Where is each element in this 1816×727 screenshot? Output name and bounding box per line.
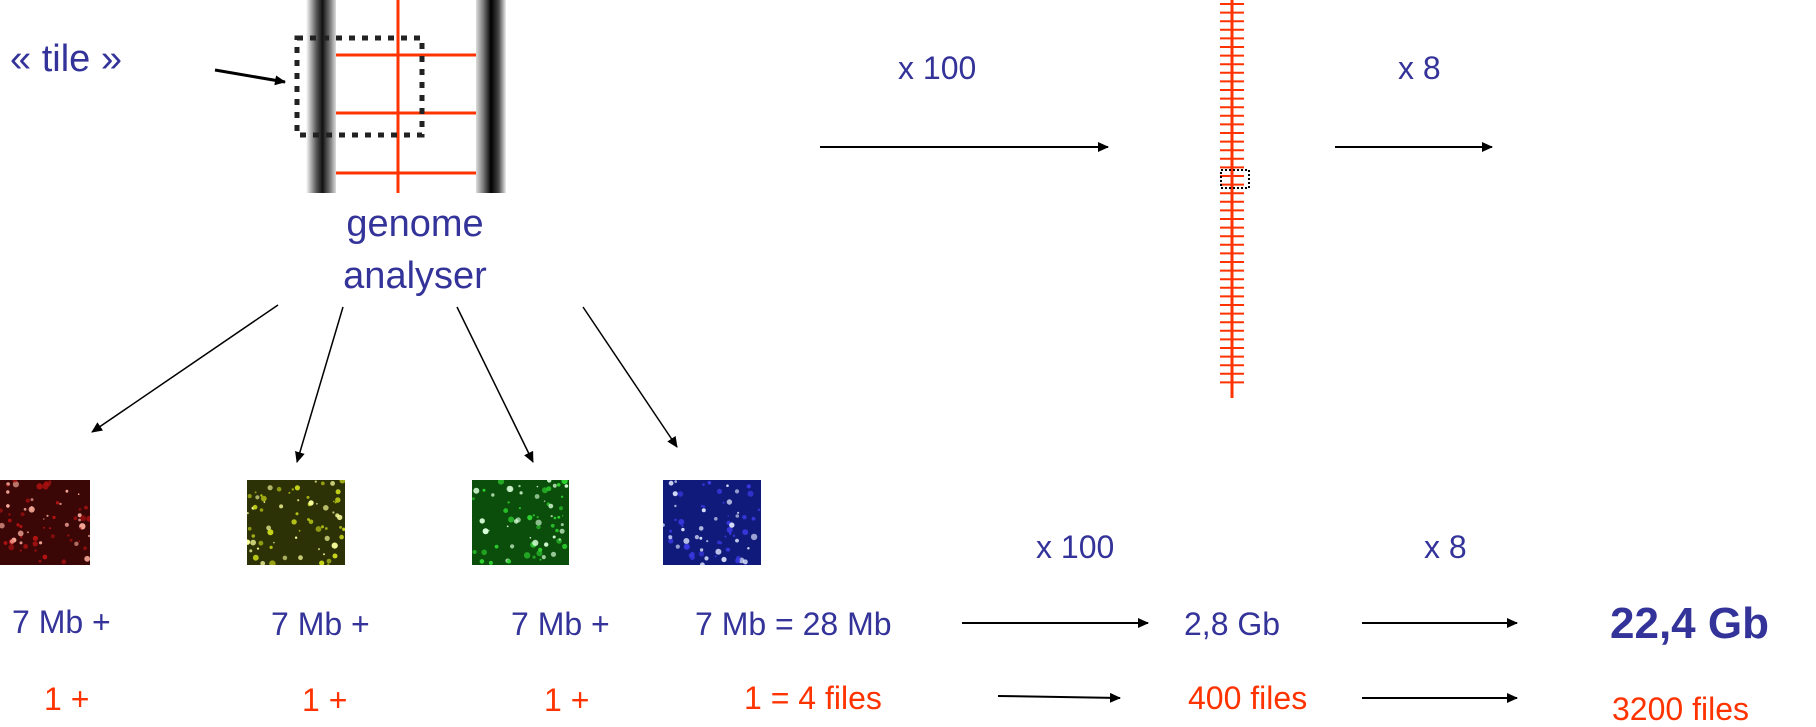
- files-channel-2: 1 +: [302, 682, 348, 718]
- files-channel-3: 1 +: [544, 682, 590, 718]
- size-channel-3: 7 Mb +: [511, 606, 610, 642]
- fan-arrow-red: [91, 304, 279, 433]
- size-channel-4-total: 7 Mb = 28 Mb: [695, 606, 892, 642]
- channel-image-red: [0, 480, 90, 565]
- top-multiplier-100: x 100: [898, 50, 977, 86]
- channel-image-yellow: [247, 480, 345, 565]
- top-multiplier-8: x 8: [1398, 50, 1441, 86]
- channel-image-blue: [663, 480, 761, 565]
- genome-analyser-label-line1: genome: [346, 203, 484, 245]
- genome-analyser-label-line2: analyser: [343, 255, 487, 297]
- fan-arrow-blue: [582, 306, 678, 448]
- size-x100: 2,8 Gb: [1184, 606, 1281, 642]
- file-arrow-1: [997, 692, 1121, 703]
- bottom-multiplier-8: x 8: [1424, 529, 1467, 565]
- files-channel-4-total: 1 = 4 files: [744, 680, 882, 716]
- tile-label: « tile »: [10, 38, 122, 80]
- fan-arrow-yellow: [295, 306, 344, 463]
- bottom-multiplier-100: x 100: [1036, 529, 1115, 565]
- size-channel-2: 7 Mb +: [271, 606, 370, 642]
- tile-pointer-arrow: [214, 68, 286, 86]
- size-channel-1: 7 Mb +: [12, 604, 111, 640]
- flowcell-column: [1220, 0, 1250, 398]
- tile-closeup-image: [294, 0, 506, 193]
- files-channel-1: 1 +: [44, 681, 90, 717]
- fan-arrow-green: [456, 306, 534, 463]
- files-x100: 400 files: [1188, 680, 1308, 716]
- size-x8-total: 22,4 Gb: [1610, 599, 1769, 648]
- files-x8-total: 3200 files: [1612, 691, 1749, 727]
- channel-image-green: [472, 480, 569, 565]
